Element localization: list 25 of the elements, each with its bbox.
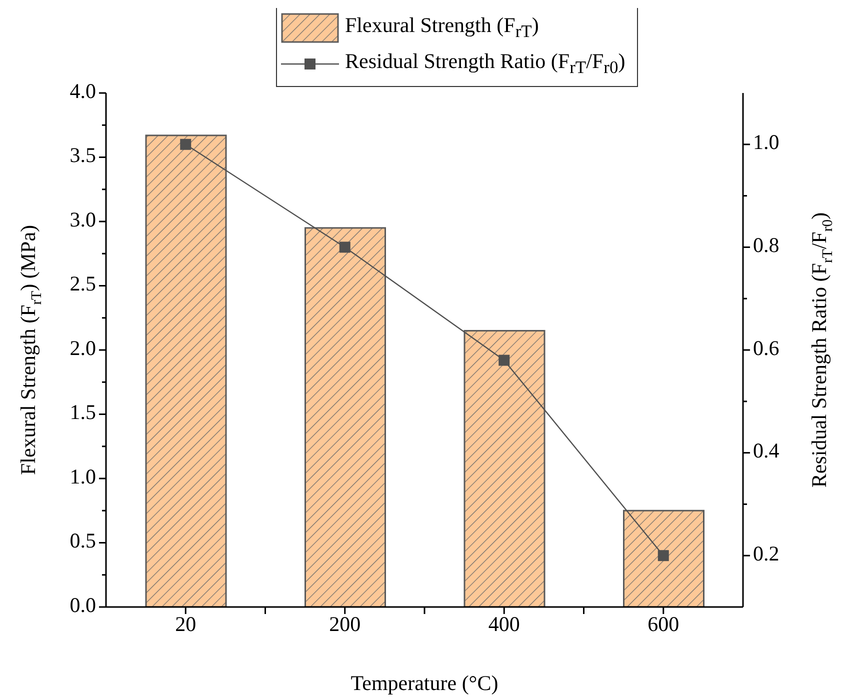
y-tick-label: 2.0: [70, 336, 96, 360]
x-axis-title: Temperature (°C): [350, 670, 498, 695]
x-tick-label: 400: [488, 612, 520, 636]
y-tick-label: 0.5: [70, 528, 96, 553]
y-tick-label: 1.0: [70, 464, 96, 488]
y2-tick-label: 0.6: [753, 336, 780, 360]
x-tick-label: 20: [175, 612, 196, 636]
y2-tick-label: 1.0: [753, 130, 780, 154]
point: [339, 242, 350, 253]
y-tick-label: 3.5: [70, 143, 96, 168]
legend-label: Flexural Strength (F$_{rT}$): [345, 13, 539, 43]
point: [498, 354, 510, 366]
y-tick-label: 3.0: [70, 207, 96, 232]
y-tick-label: 2.5: [70, 272, 96, 296]
legend-label: Residual Strength Ratio (F$_{rT}$/F$_{r0}$): [345, 49, 626, 79]
y-tick-label: 1.5: [70, 400, 96, 424]
y2-tick-label: 0.4: [753, 438, 780, 463]
x-tick-label: 200: [329, 612, 361, 636]
y2-tick-label: 0.2: [753, 541, 780, 566]
x-tick-label: 600: [648, 612, 680, 636]
point: [180, 138, 192, 150]
y-tick-label: 4.0: [70, 78, 96, 103]
point: [658, 550, 669, 562]
y-tick-label: 0.0: [70, 592, 96, 617]
y2-tick-label: 0.8: [753, 233, 780, 258]
